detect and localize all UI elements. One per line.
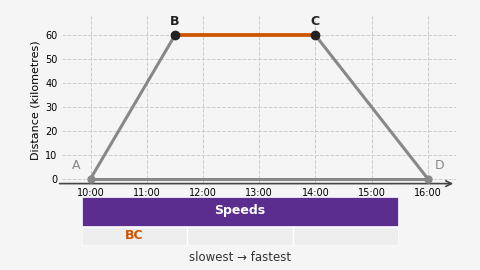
Text: A: A xyxy=(72,159,81,172)
Text: Speeds: Speeds xyxy=(215,204,265,217)
Text: D: D xyxy=(434,159,444,172)
FancyBboxPatch shape xyxy=(82,227,398,245)
Text: C: C xyxy=(311,15,320,28)
X-axis label: Time: Time xyxy=(244,201,275,214)
Y-axis label: Distance (kilometres): Distance (kilometres) xyxy=(31,40,41,160)
Text: BC: BC xyxy=(124,229,143,242)
Text: B: B xyxy=(170,15,180,28)
FancyBboxPatch shape xyxy=(82,197,398,226)
Text: slowest → fastest: slowest → fastest xyxy=(189,251,291,264)
